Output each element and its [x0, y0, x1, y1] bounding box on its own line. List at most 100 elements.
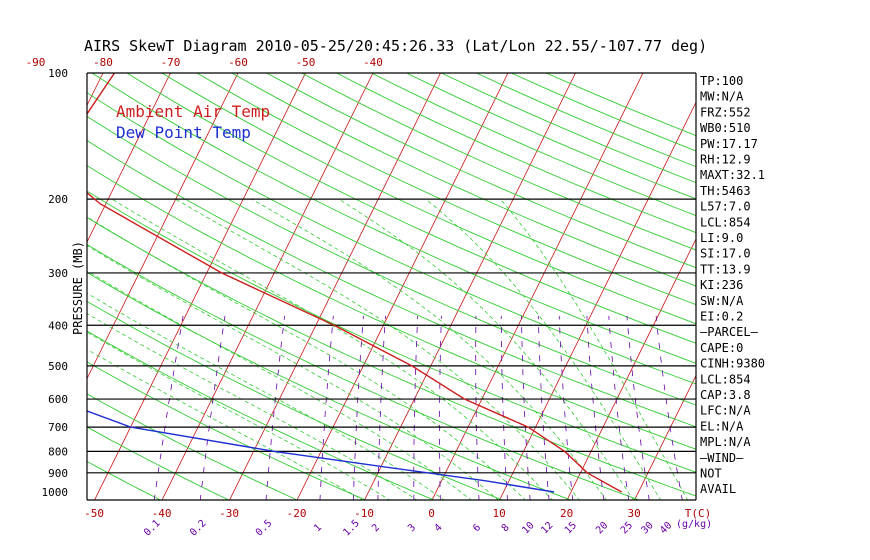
dry-adiabat-line — [87, 244, 641, 500]
dry-adiabat-line — [87, 393, 299, 500]
dry-adiabat-line — [231, 73, 696, 287]
moist-adiabat-line — [87, 216, 526, 500]
moist-adiabat-line — [87, 313, 418, 500]
pressure-ticks: 100 200 300 400 500 600 700 800 900 1000 — [42, 67, 69, 499]
top-tick-label: -40 — [363, 56, 383, 69]
moist-adiabat-line — [87, 331, 391, 500]
mixing-ratio-line — [352, 315, 364, 500]
bottom-tick-label: 20 — [560, 507, 573, 520]
isotherm-line — [431, 73, 644, 500]
mixing-ratio-tick-label: 8 — [500, 522, 512, 534]
isotherm-line — [769, 73, 870, 501]
moist-adiabat-line — [425, 198, 662, 500]
dry-adiabat-line — [87, 216, 696, 497]
bottom-tick-label: -50 — [84, 507, 104, 520]
pressure-tick-label: 500 — [48, 360, 68, 373]
pressure-tick-label: 200 — [48, 193, 68, 206]
mixing-ratio-tick-label: 40 — [658, 520, 674, 536]
stats-item: LI:9.0 — [700, 231, 743, 245]
dry-adiabat-line — [371, 73, 696, 217]
stats-item: AVAIL — [700, 482, 736, 496]
stats-item: EL:N/A — [700, 419, 744, 433]
top-tick-label: -70 — [161, 56, 181, 69]
dry-adiabat-line — [87, 361, 367, 500]
top-tick-label: -80 — [93, 56, 113, 69]
top-temp-ticks: -120-110-100-90-80-70-60-50-40 — [26, 56, 383, 69]
dry-adiabat-line — [87, 92, 696, 385]
stats-item: CAPE:0 — [700, 341, 743, 355]
stats-item: LFC:N/A — [700, 404, 751, 418]
mixing-ratio-tick-label: 3 — [406, 522, 418, 534]
pressure-tick-label: 900 — [48, 467, 68, 480]
mixing-ratio-line — [199, 315, 226, 500]
bottom-tick-label: 30 — [627, 507, 640, 520]
dry-adiabat-line — [301, 73, 696, 251]
isotherm-line — [87, 73, 239, 380]
dry-adiabat-line — [196, 73, 696, 306]
mixing-ratio-tick-label: 20 — [594, 520, 610, 536]
bottom-tick-label: -10 — [354, 507, 374, 520]
pressure-tick-label: 300 — [48, 267, 68, 280]
mixing-ratio-line — [655, 315, 683, 500]
mixing-ratio-tick-label: 15 — [563, 520, 579, 536]
bottom-tick-label: -30 — [219, 507, 239, 520]
moist-adiabat-line — [87, 292, 445, 500]
moist-adiabat-line — [251, 198, 607, 500]
stats-item: TH:5463 — [700, 184, 751, 198]
dry-adiabat-line — [336, 73, 696, 234]
dry-adiabat-line — [266, 73, 696, 269]
pressure-tick-label: 700 — [48, 421, 68, 434]
bottom-temp-ticks: -50 -40 -30 -20 -10 0 10 20 30 T(C) — [84, 507, 711, 520]
mixing-ratio-tick-label: 1 — [312, 522, 324, 534]
dry-adiabat-line — [87, 140, 696, 428]
dry-adiabat-line — [91, 73, 696, 364]
bottom-tick-label: 0 — [428, 507, 435, 520]
moist-adiabat-line — [175, 198, 580, 500]
isotherm-line — [0, 73, 36, 501]
pressure-tick-label: 800 — [48, 445, 68, 458]
mixing-ratio-ticks: 0.1 0.2 0.5 1 1.5 2 3 4 6 8 10 12 15 20 25 30 40 (g/kg) — [142, 518, 712, 539]
mixing-ratio-tick-label: 10 — [520, 520, 536, 536]
y-axis-label: PRESSURE (MB) — [71, 241, 85, 335]
mixing-ratio-tick-label: 1.5 — [341, 518, 362, 539]
pressure-tick-label: 400 — [48, 319, 68, 332]
stats-item: PW:17.17 — [700, 137, 758, 151]
stats-item: LCL:854 — [700, 215, 751, 229]
mixing-ratio-tick-label: 0.1 — [142, 518, 163, 539]
stats-item: CAP:3.8 — [700, 388, 751, 402]
dry-adiabat-line — [126, 73, 696, 344]
dry-adiabat-line — [87, 115, 696, 406]
mixing-ratio-tick-label: 2 — [370, 522, 382, 534]
bottom-tick-label: -20 — [287, 507, 307, 520]
top-tick-label: -90 — [26, 56, 46, 69]
dry-adiabat-line — [87, 190, 696, 473]
mixing-ratio-tick-label: 0.2 — [188, 518, 209, 539]
mixing-ratio-tick-label: 30 — [639, 520, 655, 536]
mixing-ratio-tick-label: 0.5 — [254, 518, 275, 539]
pressure-tick-label: 1000 — [42, 486, 69, 499]
stats-item: MW:N/A — [700, 90, 744, 104]
chart-title: AIRS SkewT Diagram 2010-05-25/20:45:26.3… — [84, 37, 707, 55]
mixing-ratio-line — [521, 315, 531, 500]
isotherm-line — [94, 73, 306, 500]
dry-adiabat-line — [87, 271, 572, 500]
mixing-ratio-tick-label: 25 — [619, 520, 635, 536]
legend-dew-point-temp: Dew Point Temp — [116, 123, 251, 142]
mixing-ratio-line — [558, 315, 574, 500]
stats-item: EI:0.2 — [700, 310, 743, 324]
mixing-ratio-line — [500, 315, 508, 500]
isotherm-line — [634, 374, 696, 500]
stats-item: NOT — [700, 467, 722, 481]
stats-item: WB0:510 — [700, 121, 751, 135]
isobar-lines — [87, 198, 696, 474]
stats-item: MPL:N/A — [700, 435, 751, 449]
mixing-ratio-unit-label: (g/kg) — [676, 519, 712, 530]
mixing-ratio-tick-label: 4 — [433, 522, 445, 534]
moist-adiabat-line — [500, 198, 689, 500]
stats-item: CINH:9380 — [700, 357, 765, 371]
stats-item: KI:236 — [700, 278, 743, 292]
dry-adiabat-line — [87, 164, 696, 450]
isotherm-line — [229, 73, 441, 500]
